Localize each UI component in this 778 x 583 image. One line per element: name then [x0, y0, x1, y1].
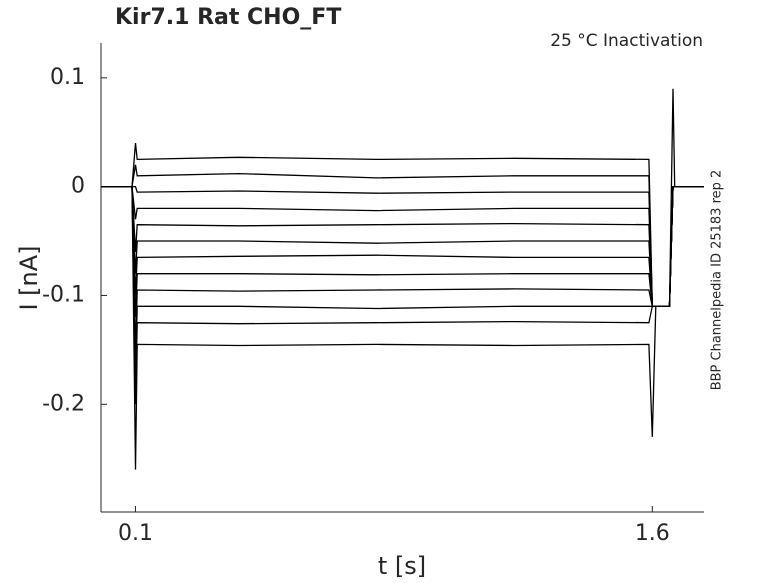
x-tick-label: 1.6 [635, 521, 670, 546]
x-axis-label: t [s] [378, 552, 426, 580]
trace [101, 164, 704, 307]
y-axis-label: I [nA] [15, 245, 43, 310]
trace [101, 185, 704, 350]
trace [101, 185, 704, 307]
trace [101, 185, 704, 405]
trace [101, 185, 704, 307]
x-tick-label: 0.1 [118, 521, 153, 546]
side-note: BBP Channelpedia ID 25183 rep 2 [710, 170, 725, 391]
trace [101, 185, 704, 470]
trace [101, 88, 704, 307]
chart-title: Kir7.1 Rat CHO_FT [115, 5, 341, 30]
y-tick-label: -0.1 [42, 282, 85, 307]
annotation: 25 °C Inactivation [550, 31, 703, 51]
y-tick-label: -0.2 [42, 391, 85, 416]
y-tick-label: 0.1 [50, 65, 85, 90]
trace [101, 185, 704, 307]
trace [101, 185, 704, 372]
trace [101, 185, 704, 318]
trace [101, 185, 704, 307]
trace [101, 185, 704, 307]
y-tick-label: 0 [71, 174, 85, 199]
